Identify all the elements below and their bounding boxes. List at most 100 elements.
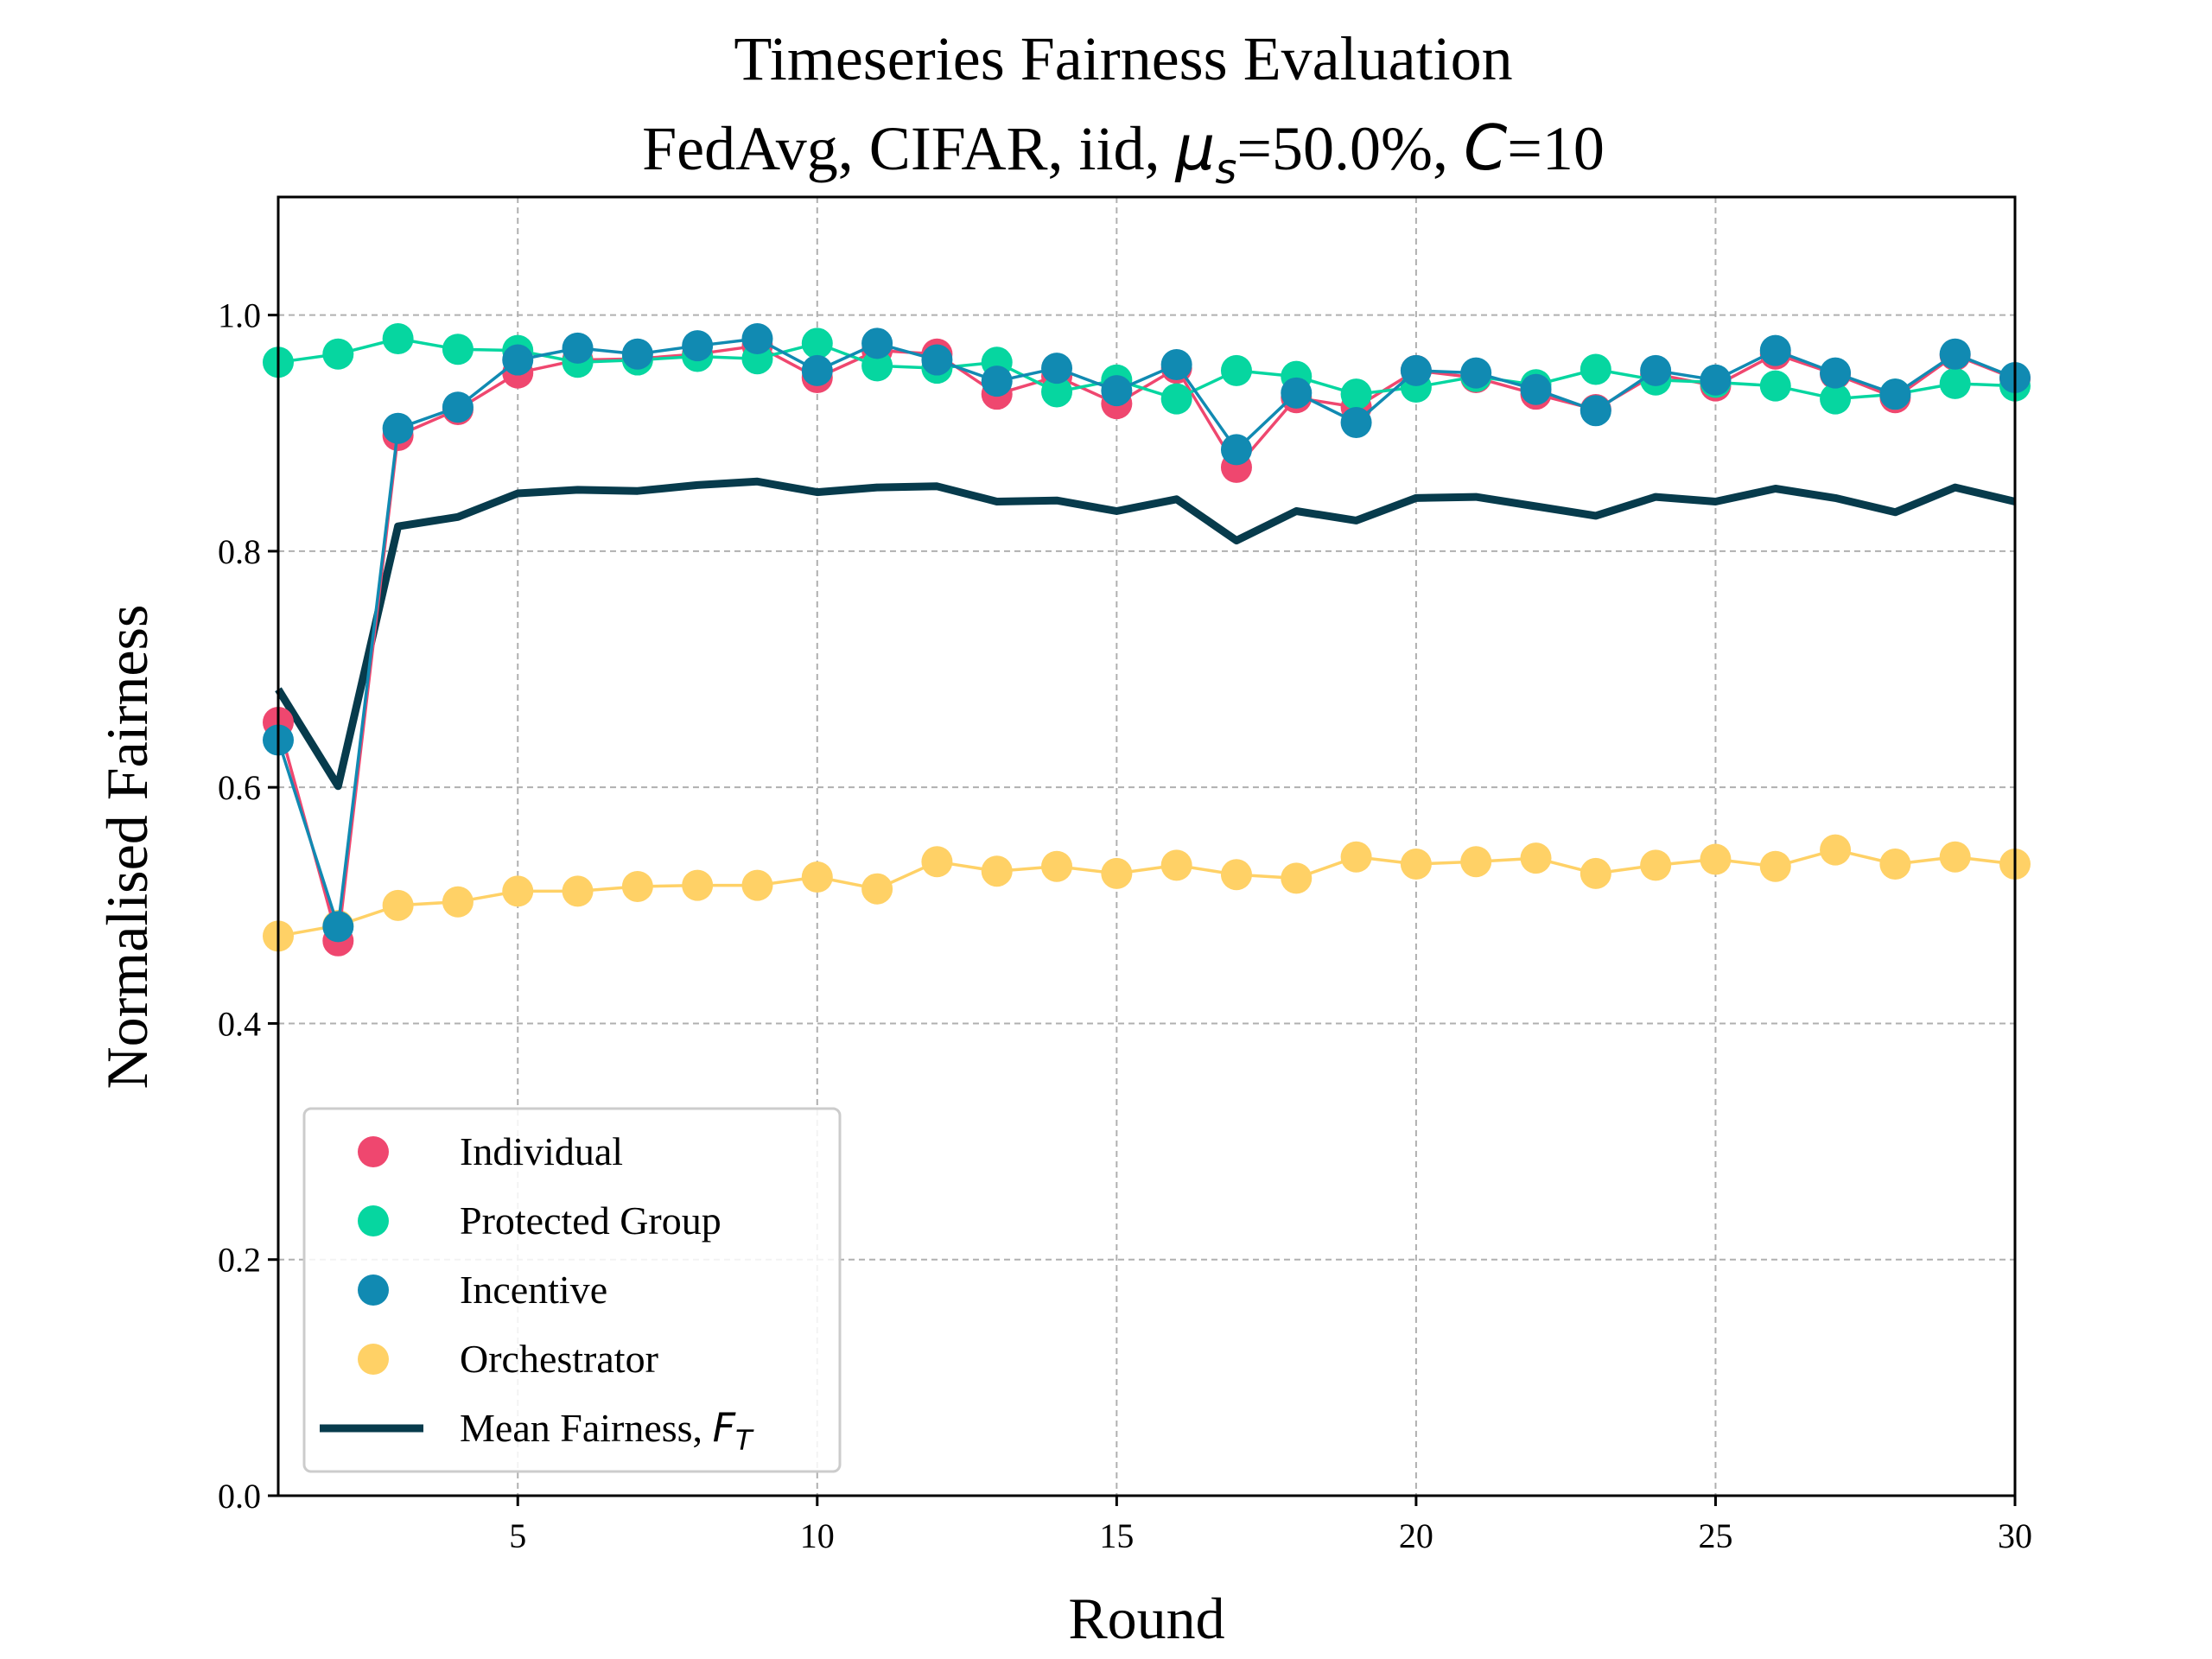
x-tick-label: 25 bbox=[1698, 1516, 1732, 1555]
data-point bbox=[1820, 834, 1852, 866]
data-point bbox=[1759, 370, 1791, 402]
legend-label: Individual bbox=[460, 1129, 623, 1173]
chart-subtitle: FedAvg, CIFAR, iid, μs=50.0%, C=10 bbox=[642, 111, 1605, 194]
data-point bbox=[861, 873, 893, 905]
legend-label: Orchestrator bbox=[460, 1337, 658, 1381]
data-point bbox=[1939, 367, 1971, 399]
y-tick-label: 0.6 bbox=[218, 768, 261, 807]
data-point bbox=[921, 344, 953, 376]
legend-item: Incentive bbox=[358, 1268, 607, 1312]
x-axis-ticks: 5 10 15 20 25 30 bbox=[509, 1496, 2032, 1555]
data-point bbox=[1220, 354, 1252, 386]
legend-label: Incentive bbox=[460, 1268, 607, 1312]
data-point bbox=[1759, 334, 1791, 366]
data-point bbox=[1160, 349, 1192, 381]
data-point bbox=[1400, 848, 1432, 880]
data-point bbox=[1041, 850, 1073, 882]
y-tick-label: 0.8 bbox=[218, 532, 261, 571]
data-point bbox=[382, 322, 414, 354]
data-point bbox=[1939, 841, 1971, 873]
x-tick-label: 15 bbox=[1099, 1516, 1134, 1555]
data-point bbox=[1939, 338, 1971, 370]
data-point bbox=[861, 350, 893, 382]
x-tick-label: 5 bbox=[509, 1516, 526, 1555]
data-point bbox=[801, 327, 833, 359]
chart-title: Timeseries Fairness Evaluation bbox=[734, 24, 1512, 93]
x-tick-label: 30 bbox=[1998, 1516, 2032, 1555]
data-point bbox=[921, 846, 953, 878]
data-point bbox=[562, 875, 594, 907]
data-point bbox=[502, 875, 534, 907]
x-axis-label: Round bbox=[1068, 1586, 1224, 1651]
data-point bbox=[1281, 377, 1313, 409]
data-point bbox=[502, 344, 534, 376]
data-point bbox=[1460, 846, 1492, 878]
data-point bbox=[562, 332, 594, 364]
data-point bbox=[1759, 850, 1791, 882]
x-tick-label: 10 bbox=[800, 1516, 835, 1555]
legend: Individual Protected Group Incentive Orches… bbox=[302, 1107, 842, 1473]
data-point bbox=[1281, 862, 1313, 894]
data-point bbox=[1160, 383, 1192, 415]
plot-frame bbox=[276, 195, 2017, 1497]
data-point bbox=[861, 327, 893, 359]
data-point bbox=[1340, 841, 1372, 873]
legend-marker bbox=[358, 1274, 389, 1306]
legend-item: Mean Fairness, FT bbox=[320, 1404, 754, 1457]
data-point bbox=[1041, 353, 1073, 385]
data-point bbox=[382, 889, 414, 921]
series-incentive bbox=[263, 322, 2031, 943]
x-tick-label: 20 bbox=[1399, 1516, 1433, 1555]
data-point bbox=[442, 334, 474, 365]
data-point bbox=[1820, 383, 1852, 415]
plot-area: 5 10 15 20 25 30 0.0 0.2 0.4 0.6 0.8 1.0 bbox=[218, 195, 2032, 1555]
legend-item: Orchestrator bbox=[358, 1337, 658, 1381]
data-point bbox=[801, 354, 833, 386]
data-point bbox=[621, 338, 653, 370]
y-tick-label: 0.4 bbox=[218, 1004, 261, 1043]
data-point bbox=[442, 886, 474, 918]
data-point bbox=[322, 338, 354, 370]
data-point bbox=[1160, 849, 1192, 881]
data-point bbox=[1041, 376, 1073, 408]
legend-item: Protected Group bbox=[358, 1198, 721, 1243]
data-point bbox=[1220, 859, 1252, 891]
data-point bbox=[1400, 354, 1432, 386]
series-layer bbox=[263, 322, 2031, 957]
y-tick-label: 0.2 bbox=[218, 1241, 261, 1280]
data-point bbox=[442, 391, 474, 423]
data-point bbox=[1879, 848, 1911, 880]
data-point bbox=[682, 330, 714, 362]
data-point bbox=[1340, 378, 1372, 410]
data-point bbox=[801, 861, 833, 893]
legend-marker bbox=[358, 1136, 389, 1167]
y-tick-label: 0.0 bbox=[218, 1477, 261, 1516]
y-axis-label: Normalised Fairness bbox=[94, 605, 160, 1090]
y-tick-label: 1.0 bbox=[218, 296, 261, 335]
data-point bbox=[1340, 406, 1372, 438]
data-point bbox=[1460, 357, 1492, 389]
series-line bbox=[275, 477, 2017, 791]
data-point bbox=[1580, 395, 1611, 427]
data-point bbox=[981, 365, 1013, 397]
data-point bbox=[1820, 357, 1852, 389]
data-point bbox=[1220, 434, 1252, 466]
data-point bbox=[1580, 353, 1611, 385]
data-point bbox=[682, 869, 714, 901]
legend-item: Individual bbox=[358, 1129, 623, 1173]
data-point bbox=[1101, 857, 1133, 889]
data-point bbox=[1520, 373, 1552, 405]
data-point bbox=[1700, 843, 1732, 875]
legend-marker bbox=[358, 1344, 389, 1375]
data-point bbox=[1700, 364, 1732, 396]
data-point bbox=[322, 911, 354, 943]
data-point bbox=[1520, 842, 1552, 874]
data-point bbox=[621, 870, 653, 902]
series-mean-fairness-f-t bbox=[275, 477, 2017, 791]
legend-label: Mean Fairness, FT bbox=[460, 1404, 754, 1457]
legend-box bbox=[302, 1107, 842, 1473]
legend-label: Protected Group bbox=[460, 1198, 721, 1243]
y-axis-ticks: 0.0 0.2 0.4 0.6 0.8 1.0 bbox=[218, 296, 278, 1516]
legend-marker bbox=[358, 1205, 389, 1236]
